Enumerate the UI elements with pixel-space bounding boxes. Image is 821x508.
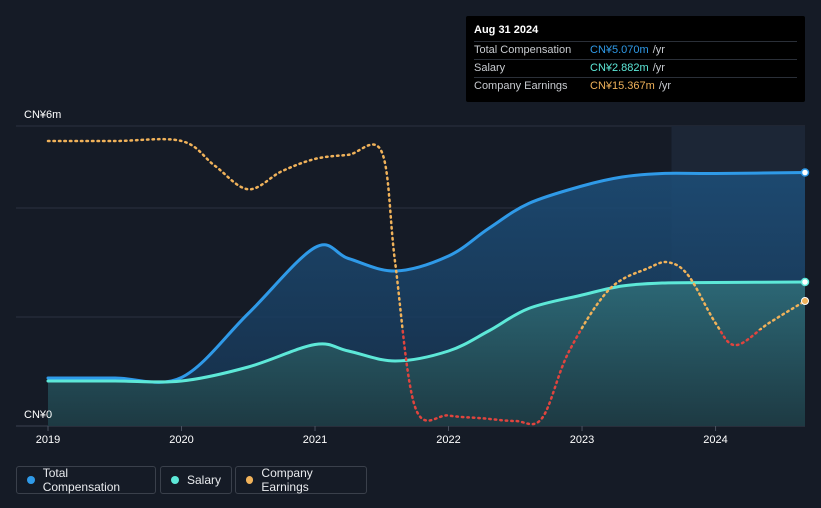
x-tick-label: 2020 — [169, 434, 193, 446]
tooltip-row-company-earnings: Company Earnings CN¥15.367m /yr — [474, 77, 797, 95]
salary-area — [48, 282, 805, 426]
legend-dot-icon — [27, 476, 35, 484]
x-axis-ticks: 2019 2020 2021 2022 2023 2024 — [36, 426, 728, 446]
tooltip-unit: /yr — [652, 44, 665, 56]
tooltip-label: Company Earnings — [474, 80, 568, 92]
tooltip-value: CN¥5.070m — [590, 44, 649, 56]
x-tick-label: 2021 — [303, 434, 327, 446]
tooltip-label: Total Compensation — [474, 44, 572, 56]
total-compensation-line — [46, 171, 807, 384]
company-earnings-end-marker — [801, 297, 809, 305]
legend-label: Company Earnings — [261, 466, 313, 494]
legend-dot-icon — [246, 476, 254, 484]
hover-tooltip: Aug 31 2024 Total Compensation CN¥5.070m… — [466, 16, 805, 102]
tooltip-value: CN¥15.367m — [590, 80, 655, 92]
x-tick-label: 2023 — [570, 434, 594, 446]
tooltip-value: CN¥2.882m — [590, 62, 649, 74]
legend-total-compensation[interactable]: Total Compensation — [16, 466, 156, 494]
salary-line — [46, 280, 807, 384]
x-tick-label: 2022 — [436, 434, 460, 446]
y-axis-ticks: CN¥6m CN¥0 — [24, 109, 61, 421]
tooltip-unit: /yr — [658, 80, 672, 92]
tooltip-date: Aug 31 2024 — [474, 24, 539, 36]
tooltip-unit: /yr — [652, 62, 665, 74]
total-compensation-end-marker — [800, 168, 810, 177]
series-lines — [46, 137, 807, 426]
salary-end-marker — [800, 277, 810, 287]
legend-label: Total Compensation — [42, 466, 121, 494]
series-areas — [48, 172, 805, 426]
tooltip-row-salary: Salary CN¥2.882m /yr — [474, 59, 797, 77]
series-end-markers — [800, 168, 810, 305]
tooltip-row-total-compensation: Total Compensation CN¥5.070m /yr — [474, 41, 797, 59]
x-tick-label: 2024 — [703, 434, 727, 446]
y-tick-label: CN¥6m — [24, 109, 61, 121]
tooltip-label: Salary — [474, 62, 506, 74]
company-earnings-line — [46, 137, 807, 330]
legend-salary[interactable]: Salary — [160, 466, 232, 494]
legend-dot-icon — [171, 476, 179, 484]
y-tick-label: CN¥0 — [24, 409, 52, 421]
x-tick-label: 2019 — [36, 434, 60, 446]
legend-company-earnings[interactable]: Company Earnings — [235, 466, 367, 494]
legend-label: Salary — [186, 473, 221, 487]
